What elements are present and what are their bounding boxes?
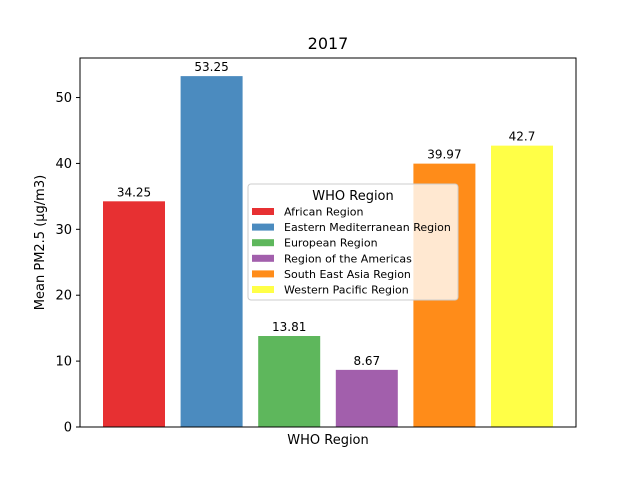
legend-box bbox=[247, 183, 459, 301]
data-label: 39.97 bbox=[427, 148, 461, 162]
y-tick-label: 10 bbox=[55, 355, 72, 370]
data-label: 13.81 bbox=[272, 320, 306, 334]
legend-swatch bbox=[252, 254, 274, 262]
y-tick-label: 50 bbox=[55, 91, 72, 106]
legend: WHO Region African Region Eastern Mediter… bbox=[247, 183, 459, 301]
legend-label: South East Asia Region bbox=[284, 268, 411, 281]
legend-label: Eastern Mediterranean Region bbox=[284, 221, 451, 234]
chart-title: 2017 bbox=[308, 34, 349, 53]
legend-entries: African Region Eastern Mediterranean Regi… bbox=[252, 206, 451, 297]
legend-swatch bbox=[252, 208, 274, 215]
bar-african-region bbox=[103, 201, 165, 427]
y-tick-label: 30 bbox=[55, 223, 72, 238]
legend-label: European Region bbox=[284, 237, 378, 250]
legend-label: Western Pacific Region bbox=[284, 284, 409, 297]
legend-swatch bbox=[252, 223, 274, 231]
data-label: 34.25 bbox=[117, 185, 151, 199]
bar-region-of-the-americas bbox=[335, 369, 398, 427]
legend-swatch bbox=[252, 239, 274, 247]
y-tick-label: 40 bbox=[55, 157, 72, 172]
data-label: 42.7 bbox=[509, 130, 536, 144]
legend-label: African Region bbox=[284, 206, 364, 219]
x-axis-label: WHO Region bbox=[287, 433, 369, 448]
legend-label: Region of the Americas bbox=[284, 252, 412, 265]
y-axis-label: Mean PM2.5 (μg/m3) bbox=[33, 175, 48, 310]
data-label: 53.25 bbox=[194, 60, 228, 74]
legend-swatch bbox=[252, 270, 274, 278]
y-tick-label: 20 bbox=[55, 289, 72, 304]
data-label: 8.67 bbox=[353, 354, 380, 368]
y-axis: 0 10 20 30 40 50 bbox=[55, 91, 80, 436]
bar-eastern-mediterranean-region bbox=[180, 76, 243, 427]
legend-swatch bbox=[252, 286, 274, 293]
bar-european-region bbox=[258, 336, 321, 427]
plot-frame bbox=[79, 57, 577, 428]
data-labels-group: 34.25 53.25 13.81 8.67 39.97 42.7 bbox=[117, 60, 536, 368]
y-tick-label: 0 bbox=[64, 421, 72, 436]
legend-title: WHO Region bbox=[312, 189, 394, 204]
bar-western-pacific-region bbox=[491, 145, 553, 427]
